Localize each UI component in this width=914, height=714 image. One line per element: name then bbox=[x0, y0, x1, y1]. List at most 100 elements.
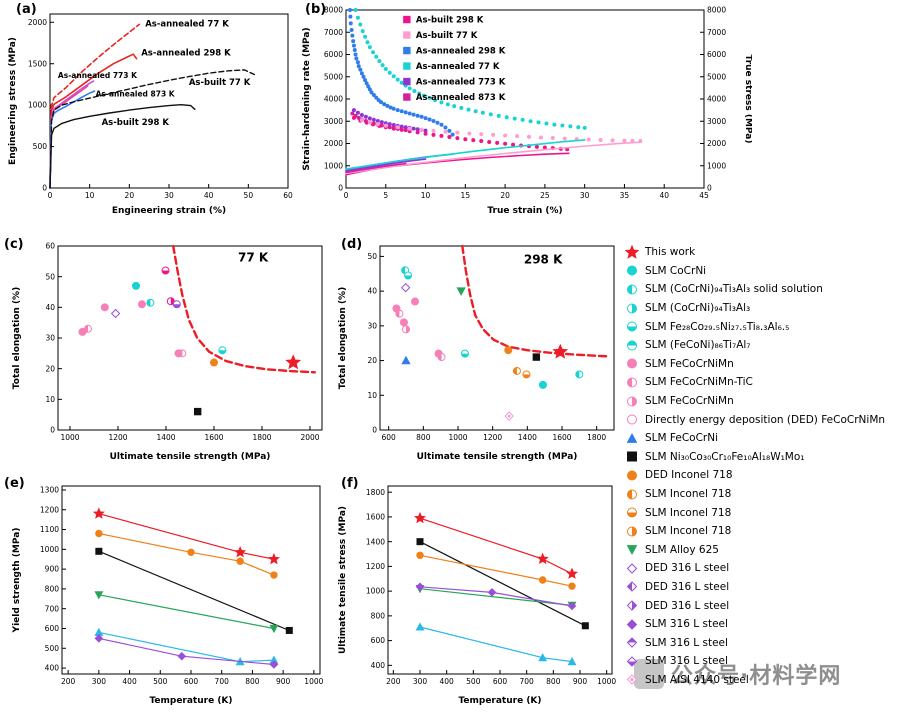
diamond-marker-icon bbox=[626, 637, 638, 648]
svg-text:600: 600 bbox=[45, 624, 60, 633]
legend-item: SLM FeCoCrNiMn bbox=[624, 355, 914, 374]
svg-text:As-annealed 77 K: As-annealed 77 K bbox=[145, 19, 229, 29]
svg-text:0: 0 bbox=[344, 191, 349, 200]
legend-item: SLM Inconel 718 bbox=[624, 503, 914, 522]
svg-text:4000: 4000 bbox=[707, 95, 726, 104]
panel-label-a: (a) bbox=[16, 2, 37, 17]
series-this-work-ys bbox=[92, 507, 280, 565]
svg-text:300: 300 bbox=[92, 677, 107, 686]
svg-text:1000: 1000 bbox=[597, 677, 616, 686]
panel-label-f: (f) bbox=[341, 476, 359, 491]
svg-text:As-built 298 K: As-built 298 K bbox=[102, 118, 170, 128]
series-shr-built-77K bbox=[359, 118, 643, 144]
svg-text:1400: 1400 bbox=[156, 433, 175, 442]
svg-text:20: 20 bbox=[125, 191, 135, 200]
svg-text:8000: 8000 bbox=[707, 6, 726, 15]
svg-text:600: 600 bbox=[493, 677, 508, 686]
series-points-298k bbox=[392, 266, 584, 421]
svg-text:As-annealed 298 K: As-annealed 298 K bbox=[416, 47, 506, 57]
svg-text:3000: 3000 bbox=[324, 117, 343, 126]
legend-item: SLM Inconel 718 bbox=[624, 485, 914, 504]
legend-item: DED Inconel 718 bbox=[624, 466, 914, 485]
legend-item: SLM (FeCoNi)₈₆Ti₇Al₇ bbox=[624, 336, 914, 355]
svg-text:400: 400 bbox=[440, 677, 455, 686]
circle-marker-icon bbox=[627, 284, 637, 295]
svg-text:900: 900 bbox=[45, 565, 60, 574]
series-truestress-annealed-77K bbox=[345, 139, 586, 170]
series-316l-ys bbox=[94, 634, 279, 669]
svg-text:0: 0 bbox=[42, 184, 47, 193]
circle-marker-icon bbox=[627, 396, 637, 407]
series-trend-77k bbox=[171, 244, 316, 374]
legend-label: SLM (CoCrNi)₉₄Ti₃Al₃ solid solution bbox=[645, 283, 823, 296]
svg-text:1000: 1000 bbox=[366, 587, 385, 596]
legend-label: This work bbox=[645, 246, 696, 259]
svg-text:6000: 6000 bbox=[707, 50, 726, 59]
legend-item: SLM CoCrNi bbox=[624, 262, 914, 281]
legend-label: SLM 316 L steel bbox=[645, 636, 728, 649]
svg-text:5: 5 bbox=[383, 191, 388, 200]
legend-label: SLM 316 L steel bbox=[645, 655, 728, 668]
svg-text:Engineering strain (%): Engineering strain (%) bbox=[112, 206, 226, 216]
svg-text:700: 700 bbox=[45, 604, 60, 613]
series-as-built-77K bbox=[49, 69, 256, 189]
svg-text:Total elongation (%): Total elongation (%) bbox=[338, 287, 348, 389]
legend-label: SLM Ni₃₀Co₃₀Cr₁₀Fe₁₀Al₁₈W₁Mo₁ bbox=[645, 450, 805, 463]
series-this-work-uts bbox=[413, 511, 579, 579]
svg-text:0: 0 bbox=[338, 184, 343, 193]
triangle-down-marker-icon bbox=[626, 545, 638, 556]
svg-text:20: 20 bbox=[367, 356, 377, 365]
panel-label-c: (c) bbox=[4, 237, 24, 252]
legend-label: SLM Inconel 718 bbox=[645, 488, 732, 501]
legend-item: DED 316 L steel bbox=[624, 559, 914, 578]
svg-text:Temperature (K): Temperature (K) bbox=[458, 696, 541, 706]
circle-marker-icon bbox=[627, 303, 637, 314]
svg-text:1200: 1200 bbox=[108, 433, 127, 442]
svg-text:As-annealed 773 K: As-annealed 773 K bbox=[58, 71, 138, 80]
watermark-logo-icon bbox=[634, 659, 664, 689]
svg-text:60: 60 bbox=[45, 242, 55, 251]
legend-label: DED 316 L steel bbox=[645, 562, 730, 575]
svg-text:1000: 1000 bbox=[448, 433, 467, 442]
series-truestress-annealed-873K bbox=[345, 162, 407, 174]
legend-label: DED 316 L steel bbox=[645, 580, 730, 593]
svg-text:77 K: 77 K bbox=[238, 250, 269, 264]
svg-text:10: 10 bbox=[85, 191, 95, 200]
svg-text:10: 10 bbox=[45, 395, 55, 404]
svg-text:1200: 1200 bbox=[40, 505, 59, 514]
panel-f-uts-chart: 200 300 400 500 600 700 800 900 1000 400 600 800 100… bbox=[336, 476, 622, 712]
svg-text:300: 300 bbox=[413, 677, 428, 686]
series-316l-uts bbox=[415, 582, 577, 611]
panel-label-b: (b) bbox=[305, 2, 327, 17]
legend-item: SLM 316 L steel bbox=[624, 652, 914, 671]
svg-text:15: 15 bbox=[461, 191, 471, 200]
svg-text:2000: 2000 bbox=[707, 139, 726, 148]
svg-text:1500: 1500 bbox=[28, 59, 47, 68]
engineering-stress-strain-chart: 0 10 20 30 40 50 60 0 500 1000 1500 2000 Engineering… bbox=[8, 13, 293, 216]
legend-label: SLM Fe₂₈Co₂₉.₅Ni₂₇.₅Ti₈.₃Al₆.₅ bbox=[645, 320, 790, 333]
svg-text:1800: 1800 bbox=[587, 433, 606, 442]
svg-text:500: 500 bbox=[153, 677, 168, 686]
series-shr-annealed-77K bbox=[353, 8, 587, 130]
legend-label: SLM FeCoCrNiMn bbox=[645, 395, 734, 408]
series-points-77k bbox=[78, 266, 302, 416]
elongation-vs-uts-298k-chart: 600 800 1000 1200 1400 1600 1800 0 10 20 30 40 50 Ult… bbox=[338, 244, 615, 462]
svg-text:Ultimate tensile strength (MPa: Ultimate tensile strength (MPa) bbox=[417, 452, 578, 462]
circle-marker-icon bbox=[627, 265, 637, 276]
svg-text:40: 40 bbox=[45, 303, 55, 312]
svg-text:Engineering stress (MPa): Engineering stress (MPa) bbox=[8, 37, 18, 165]
panel-a-stress-strain-chart: 0 10 20 30 40 50 60 0 500 1000 1500 2000 Engineering… bbox=[6, 0, 298, 222]
legend-item: DED 316 L steel bbox=[624, 578, 914, 597]
svg-text:600: 600 bbox=[382, 433, 397, 442]
svg-text:800: 800 bbox=[45, 585, 60, 594]
svg-text:900: 900 bbox=[276, 677, 291, 686]
legend-item: SLM Alloy 625 bbox=[624, 541, 914, 560]
diamond-marker-icon bbox=[626, 600, 638, 611]
figure-legend: This work SLM CoCrNi SLM (CoCrNi)₉₄Ti₃Al₃ … bbox=[624, 243, 914, 689]
svg-text:2000: 2000 bbox=[28, 18, 47, 27]
svg-text:600: 600 bbox=[371, 636, 386, 645]
legend-item: SLM (CoCrNi)₉₄Ti₃Al₃ bbox=[624, 299, 914, 318]
svg-text:1400: 1400 bbox=[518, 433, 537, 442]
svg-text:800: 800 bbox=[245, 677, 260, 686]
svg-text:700: 700 bbox=[215, 677, 230, 686]
